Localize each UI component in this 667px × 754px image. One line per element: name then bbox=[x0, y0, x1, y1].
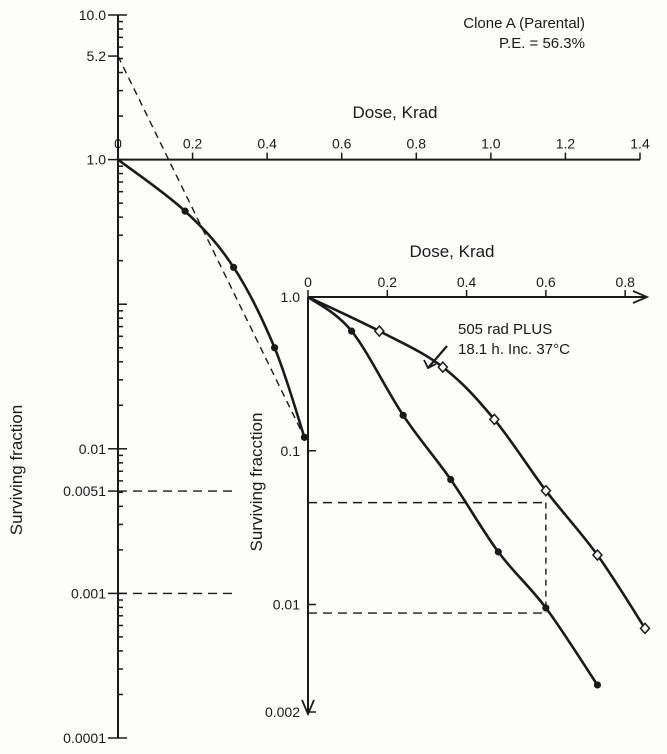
main-data-point bbox=[181, 207, 189, 215]
inset-filled-circle-point bbox=[447, 475, 455, 484]
inset-x-tick-label: 0.6 bbox=[536, 274, 556, 290]
main-y-tick-label: 5.2 bbox=[87, 48, 107, 64]
labels: Clone A (Parental) P.E. = 56.3% Dose, Kr… bbox=[7, 15, 585, 551]
main-y-tick-label: 0.01 bbox=[79, 441, 106, 457]
inset-filled-circle-point bbox=[494, 548, 502, 556]
treatment-label-line1: 505 rad PLUS bbox=[458, 321, 552, 338]
main-y-tick-label: 0.0051 bbox=[63, 483, 106, 499]
main-y-axis-title: Surviving fraction bbox=[7, 405, 26, 535]
main-x-tick-label: 1.2 bbox=[556, 136, 576, 152]
inset-filled-circle-point bbox=[593, 681, 602, 689]
main-y-tick-label: 10.0 bbox=[79, 7, 106, 23]
inset-y-axis-arrow bbox=[301, 699, 315, 717]
inset-x-axis-title: Dose, Krad bbox=[409, 242, 494, 261]
inset-open-diamond-point bbox=[488, 413, 500, 426]
inset-filled-circle-point bbox=[399, 411, 407, 419]
inset-x-tick-label: 0 bbox=[304, 274, 312, 290]
main-data-point bbox=[271, 344, 279, 352]
inset-y-tick-label: 1.0 bbox=[281, 289, 301, 305]
clone-label: Clone A (Parental) bbox=[463, 15, 585, 32]
inset-axes: 0 0.2 0.4 0.6 0.8 1.0 0.1 0.01 0.002 bbox=[265, 274, 650, 720]
inset-y-tick-label: 0.002 bbox=[265, 704, 300, 720]
main-x-tick-label: 1.4 bbox=[630, 136, 650, 152]
main-axes: 10.0 5.2 1.0 0.01 0.0051 0.001 0.0001 0 0.2 0.4 0.… bbox=[63, 7, 650, 746]
inset-open-diamond-point bbox=[639, 622, 651, 635]
main-x-axis-title: Dose, Krad bbox=[352, 103, 437, 122]
inset-y-tick-label: 0.1 bbox=[281, 443, 301, 459]
main-data-point bbox=[300, 433, 309, 441]
inset-filled-circle-point bbox=[542, 604, 550, 612]
plating-efficiency-label: P.E. = 56.3% bbox=[499, 35, 585, 52]
main-x-tick-label: 0.6 bbox=[332, 136, 352, 152]
main-survival-curve bbox=[117, 158, 306, 438]
main-data-point bbox=[229, 263, 238, 271]
annotation-pointer-head bbox=[423, 359, 437, 370]
inset-x-tick-label: 0.2 bbox=[378, 274, 398, 290]
treatment-label-line2: 18.1 h. Inc. 37°C bbox=[458, 341, 570, 358]
main-x-tick-label: 0 bbox=[114, 136, 122, 152]
annotation-pointer-line bbox=[427, 345, 448, 369]
main-y-tick-label: 0.001 bbox=[71, 585, 106, 601]
main-x-tick-label: 1.0 bbox=[481, 136, 501, 152]
main-x-tick-label: 0.2 bbox=[183, 136, 203, 152]
inset-filled-circle-point bbox=[348, 327, 356, 335]
main-x-tick-label: 0.8 bbox=[407, 136, 427, 152]
points bbox=[181, 207, 651, 689]
inset-x-tick-label: 0.4 bbox=[457, 274, 477, 290]
inset-open-diamond-point bbox=[437, 360, 449, 374]
inset-x-axis-arrow bbox=[632, 290, 650, 304]
inset-x-tick-label: 0.8 bbox=[615, 274, 635, 290]
inset-y-axis-title: Surviving fracction bbox=[247, 413, 266, 552]
inset-open-diamond-point bbox=[591, 548, 603, 562]
inset-open-diamond-point bbox=[540, 484, 552, 497]
main-y-tick-label: 0.0001 bbox=[63, 730, 106, 746]
main-x-tick-label: 0.4 bbox=[257, 136, 277, 152]
inset-y-tick-label: 0.01 bbox=[273, 597, 300, 613]
inset-open-diamond-point bbox=[373, 324, 385, 338]
extrapolation-dashed-line bbox=[117, 55, 306, 438]
main-y-tick-label: 1.0 bbox=[87, 152, 107, 168]
